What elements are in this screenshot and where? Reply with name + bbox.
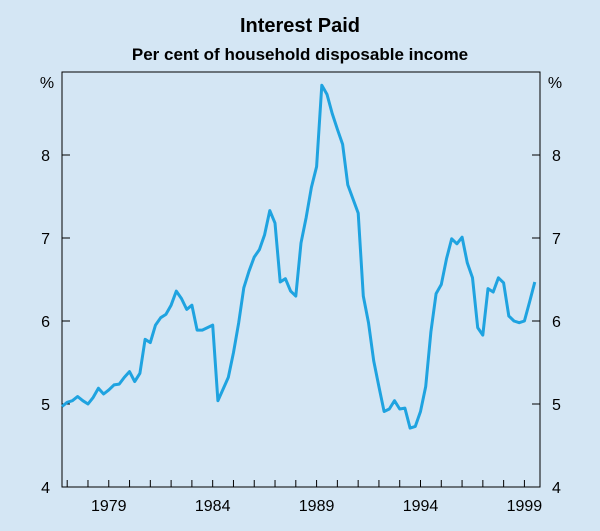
plot-frame	[61, 71, 541, 488]
y-tick-label-left: 4	[41, 480, 50, 497]
y-axis-unit-left: %	[40, 75, 54, 92]
chart-subtitle: Per cent of household disposable income	[132, 45, 468, 64]
chart-title: Interest Paid	[240, 15, 360, 37]
y-tick-label-left: 7	[41, 231, 50, 248]
x-tick-label: 1984	[195, 498, 231, 515]
y-tick-label-left: 8	[41, 148, 50, 165]
y-tick-label-left: 6	[41, 314, 50, 331]
y-tick-label-right: 8	[552, 148, 561, 165]
y-tick-label-right: 5	[552, 397, 561, 414]
x-axis-ticks: 1979 1984 1989 1994 1999	[66, 480, 543, 515]
y-axis-ticks: 4 4 5 5 6 6 7 7 8 8	[41, 148, 561, 497]
y-tick-label-right: 4	[552, 480, 561, 497]
y-axis-unit-right: %	[548, 75, 562, 92]
y-tick-label-right: 6	[552, 314, 561, 331]
x-tick-label: 1994	[403, 498, 439, 515]
x-tick-label: 1979	[91, 498, 127, 515]
x-tick-label: 1999	[507, 498, 543, 515]
interest-paid-line	[61, 83, 537, 430]
x-tick-label: 1989	[299, 498, 335, 515]
y-tick-label-left: 5	[41, 397, 50, 414]
y-tick-label-right: 7	[552, 231, 561, 248]
